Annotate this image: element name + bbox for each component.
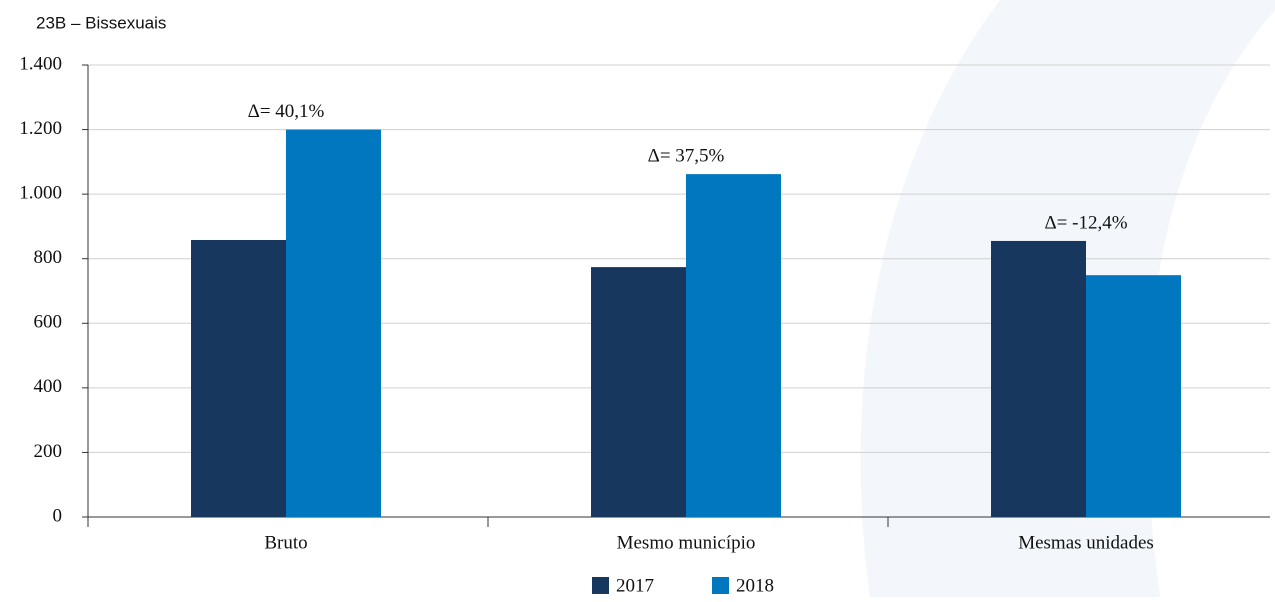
- y-tick-label: 1.200: [19, 118, 62, 139]
- annotation: Δ= 37,5%: [648, 145, 725, 166]
- legend-label: 2017: [616, 575, 654, 596]
- bar: [591, 267, 686, 517]
- x-tick-label: Mesmo município: [617, 532, 756, 553]
- legend-swatch: [712, 577, 729, 594]
- y-tick-label: 1.000: [19, 183, 62, 204]
- y-tick-label: 0: [53, 505, 63, 526]
- chart-title: 23B – Bissexuais: [36, 13, 166, 32]
- bar: [686, 174, 781, 517]
- legend-label: 2018: [736, 575, 774, 596]
- bar: [191, 239, 286, 517]
- x-tick-label: Bruto: [264, 532, 307, 553]
- y-tick-label: 800: [34, 247, 63, 268]
- x-tick-label: Mesmas unidades: [1018, 532, 1154, 553]
- legend-swatch: [592, 577, 609, 594]
- bar: [1086, 275, 1181, 517]
- annotation: Δ= 40,1%: [248, 101, 325, 122]
- bar: [991, 240, 1086, 517]
- y-tick-label: 600: [34, 312, 63, 333]
- y-tick-label: 400: [34, 376, 63, 397]
- annotation: Δ= -12,4%: [1044, 212, 1127, 233]
- y-tick-label: 1.400: [19, 53, 62, 74]
- bar: [286, 129, 381, 518]
- y-tick-label: 200: [34, 441, 63, 462]
